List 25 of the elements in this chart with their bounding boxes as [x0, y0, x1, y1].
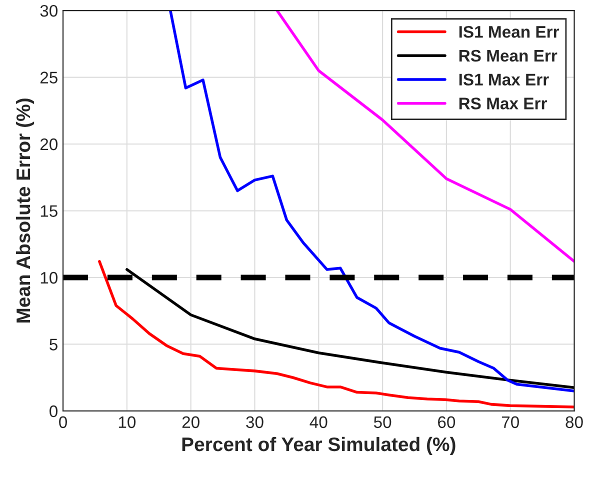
y-axis-title: Mean Absolute Error (%) [16, 98, 34, 323]
line-series [98, 260, 574, 408]
line-series [168, 10, 574, 392]
y-tick-label: 15 [40, 205, 58, 217]
y-tick-label: 10 [40, 272, 58, 284]
legend-label: RS Mean Err [459, 50, 558, 62]
x-tick-label: 40 [310, 416, 328, 428]
x-tick-label: 80 [566, 416, 583, 428]
x-axis-title: Percent of Year Simulated (%) [182, 436, 456, 456]
y-tick-label: 25 [40, 72, 58, 84]
x-tick-label: 10 [118, 416, 136, 428]
legend-label: IS1 Max Err [459, 74, 549, 86]
legend-label: IS1 Mean Err [459, 26, 560, 38]
y-tick-label: 5 [50, 338, 58, 350]
x-tick-label: 20 [182, 416, 200, 428]
y-tick-label: 20 [40, 138, 58, 150]
y-tick-label: 30 [40, 4, 58, 17]
x-tick-label: 70 [502, 416, 519, 428]
legend-label: RS Max Err [459, 98, 547, 110]
x-tick-label: 60 [438, 416, 456, 428]
x-tick-label: 50 [374, 416, 392, 428]
y-tick-label: 0 [50, 405, 58, 418]
x-tick-label: 0 [59, 416, 68, 428]
line-series [276, 10, 574, 263]
x-tick-label: 30 [246, 416, 264, 428]
